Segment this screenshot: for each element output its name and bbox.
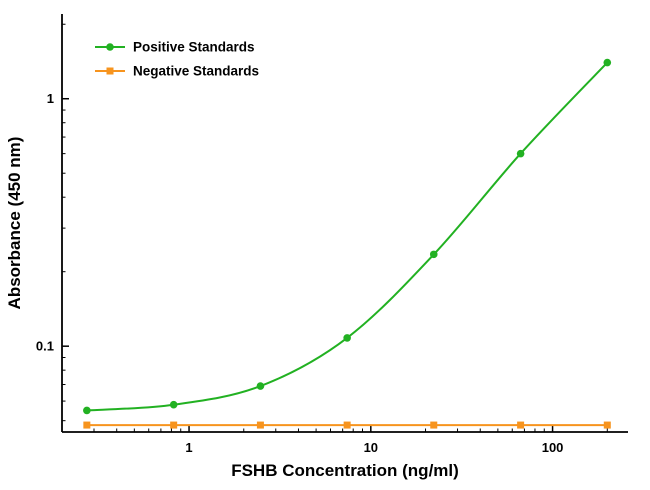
series-negative-standards-marker <box>83 421 91 429</box>
legend: Positive Standards Negative Standards <box>95 40 259 79</box>
y-tick-label: 1 <box>47 91 54 106</box>
series-negative-standards-marker <box>256 421 264 429</box>
legend-label: Positive Standards <box>133 40 255 55</box>
series-positive-standards-marker <box>343 334 351 342</box>
series-positive-standards-marker <box>429 250 438 259</box>
x-tick-label: 100 <box>542 440 564 455</box>
series-positive-standards-marker <box>83 406 91 415</box>
series-positive-standards-marker <box>256 382 265 390</box>
series-negative-standards-marker <box>170 421 178 429</box>
series-positive-standards-marker <box>516 149 525 158</box>
legend-item-negative-standards: Negative Standards <box>95 64 259 79</box>
x-tick-label: 10 <box>364 440 378 455</box>
series-positive-standards-marker <box>169 400 178 409</box>
series-negative-standards-marker <box>430 421 438 429</box>
x-axis-ticks: 1 10 100 <box>61 425 608 455</box>
series-negative-standards <box>83 421 611 429</box>
y-tick-label: 0.1 <box>36 339 54 354</box>
legend-marker-circle <box>106 43 114 51</box>
series-positive-standards <box>83 58 612 415</box>
legend-marker-square <box>106 67 114 75</box>
y-axis-title: Absorbance (450 nm) <box>5 137 24 310</box>
series-negative-standards-marker <box>603 421 611 429</box>
series-negative-standards-marker <box>343 421 351 429</box>
series-negative-standards-marker <box>517 421 525 429</box>
y-axis-ticks: 0.11 <box>36 23 69 422</box>
x-tick-label: 1 <box>185 440 192 455</box>
x-axis-title: FSHB Concentration (ng/ml) <box>231 461 459 480</box>
series-positive-standards-marker <box>603 58 612 67</box>
legend-label: Negative Standards <box>133 64 259 79</box>
legend-item-positive-standards: Positive Standards <box>95 40 255 55</box>
